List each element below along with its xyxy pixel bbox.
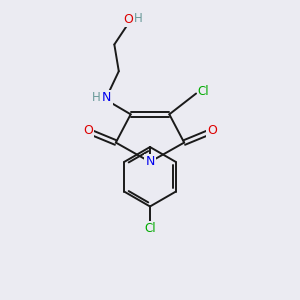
Text: Cl: Cl — [144, 222, 156, 235]
Text: H: H — [134, 12, 142, 25]
Text: O: O — [207, 124, 217, 137]
Text: N: N — [102, 92, 112, 104]
Text: Cl: Cl — [198, 85, 209, 98]
Text: N: N — [145, 155, 155, 168]
Text: H: H — [92, 92, 101, 104]
Text: O: O — [83, 124, 93, 137]
Text: O: O — [124, 13, 134, 26]
